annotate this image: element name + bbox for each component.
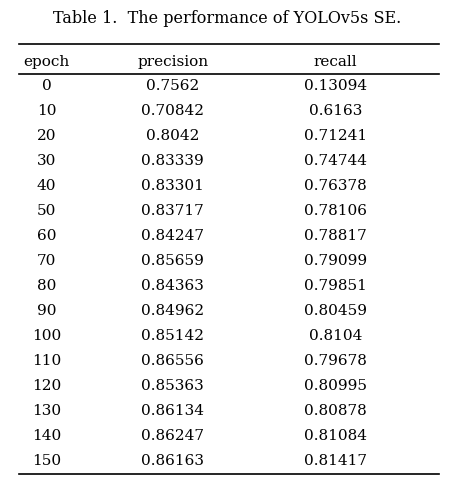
Text: 40: 40 (37, 179, 56, 193)
Text: 110: 110 (32, 354, 61, 368)
Text: 150: 150 (32, 454, 61, 469)
Text: 90: 90 (37, 304, 56, 318)
Text: 140: 140 (32, 429, 61, 443)
Text: recall: recall (313, 55, 357, 69)
Text: 0.85142: 0.85142 (141, 329, 204, 343)
Text: 30: 30 (37, 154, 56, 168)
Text: 0.81417: 0.81417 (304, 454, 367, 469)
Text: 0.78817: 0.78817 (304, 229, 367, 243)
Text: 0.79099: 0.79099 (304, 254, 367, 268)
Text: 20: 20 (37, 129, 56, 143)
Text: 0.80995: 0.80995 (304, 379, 367, 393)
Text: 80: 80 (37, 279, 56, 293)
Text: 0.7562: 0.7562 (146, 79, 199, 93)
Text: 0.84363: 0.84363 (141, 279, 204, 293)
Text: 0.78106: 0.78106 (304, 204, 367, 218)
Text: 0.8042: 0.8042 (146, 129, 200, 143)
Text: 0.85363: 0.85363 (142, 379, 204, 393)
Text: precision: precision (137, 55, 208, 69)
Text: 0.79678: 0.79678 (304, 354, 367, 368)
Text: Table 1.  The performance of YOLOv5s SE.: Table 1. The performance of YOLOv5s SE. (53, 10, 401, 27)
Text: 0.83339: 0.83339 (142, 154, 204, 168)
Text: 0.6163: 0.6163 (309, 104, 362, 118)
Text: 0.83717: 0.83717 (142, 204, 204, 218)
Text: 0.85659: 0.85659 (141, 254, 204, 268)
Text: 0.80459: 0.80459 (304, 304, 367, 318)
Text: 0.83301: 0.83301 (141, 179, 204, 193)
Text: 0.84247: 0.84247 (141, 229, 204, 243)
Text: 0.81084: 0.81084 (304, 429, 367, 443)
Text: 0.86556: 0.86556 (141, 354, 204, 368)
Text: epoch: epoch (24, 55, 69, 69)
Text: 0.86247: 0.86247 (141, 429, 204, 443)
Text: 0: 0 (42, 79, 51, 93)
Text: 10: 10 (37, 104, 56, 118)
Text: 0.74744: 0.74744 (304, 154, 367, 168)
Text: 0.8104: 0.8104 (309, 329, 362, 343)
Text: 0.13094: 0.13094 (304, 79, 367, 93)
Text: 0.79851: 0.79851 (304, 279, 367, 293)
Text: 0.86163: 0.86163 (141, 454, 204, 469)
Text: 70: 70 (37, 254, 56, 268)
Text: 0.76378: 0.76378 (304, 179, 367, 193)
Text: 0.84962: 0.84962 (141, 304, 204, 318)
Text: 0.70842: 0.70842 (141, 104, 204, 118)
Text: 50: 50 (37, 204, 56, 218)
Text: 130: 130 (32, 405, 61, 418)
Text: 100: 100 (32, 329, 61, 343)
Text: 120: 120 (32, 379, 61, 393)
Text: 60: 60 (37, 229, 56, 243)
Text: 0.71241: 0.71241 (304, 129, 367, 143)
Text: 0.86134: 0.86134 (141, 405, 204, 418)
Text: 0.80878: 0.80878 (304, 405, 367, 418)
